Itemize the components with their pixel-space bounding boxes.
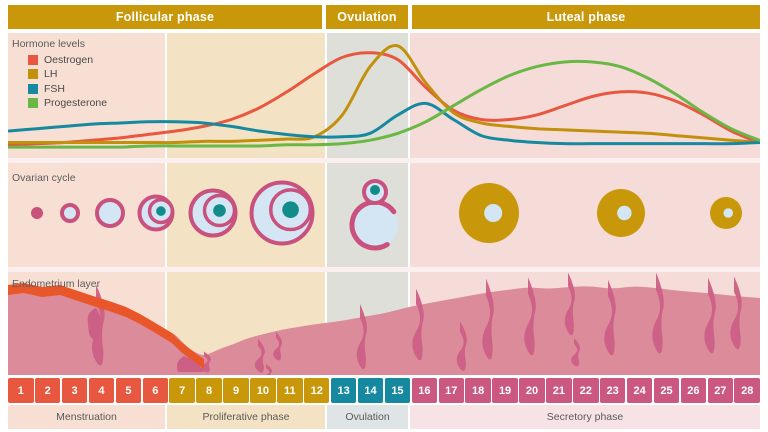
day-cell-23[interactable]: 23 <box>599 378 626 403</box>
bottom-phase-ovulation: Ovulation <box>327 405 408 429</box>
legend-item-oestrogen: Oestrogen <box>28 53 107 66</box>
day-cell-10[interactable]: 10 <box>250 378 276 403</box>
ovarian-cycle-diagram <box>31 179 742 251</box>
hormone-curve-fsh <box>8 101 760 146</box>
hormone-curves-chart <box>8 44 760 149</box>
day-cell-20[interactable]: 20 <box>519 378 545 403</box>
day-cell-17[interactable]: 17 <box>438 378 465 403</box>
hormone-legend: Oestrogen LH FSH Progesterone <box>28 53 107 111</box>
panel-separator-1 <box>8 158 760 163</box>
day-cell-14[interactable]: 14 <box>357 378 384 403</box>
follicle-primordial-follicle <box>31 207 43 219</box>
day-cell-16[interactable]: 16 <box>411 378 438 403</box>
endometrium-layer-label: Endometrium layer <box>12 278 101 290</box>
ovarian-cycle-panel <box>8 163 760 267</box>
follicle-ovulation-rupture <box>349 179 401 251</box>
endometrial-gland <box>604 279 616 356</box>
follicle-tertiary-follicle <box>137 194 175 232</box>
day-cell-15[interactable]: 15 <box>384 378 411 403</box>
legend-label-fsh: FSH <box>44 82 65 95</box>
endometrial-gland <box>564 272 575 336</box>
bottom-phase-proliferative-phase: Proliferative phase <box>167 405 325 429</box>
legend-swatch-progesterone <box>28 98 38 108</box>
day-cell-21[interactable]: 21 <box>546 378 572 403</box>
endometrial-gland <box>704 277 716 354</box>
endometrium-layer-panel <box>8 272 760 375</box>
day-cell-11[interactable]: 11 <box>277 378 303 403</box>
shed-fragment <box>87 308 102 340</box>
hormone-levels-panel <box>8 33 760 158</box>
endometrial-gland <box>266 364 273 375</box>
bottom-phase-secretory-phase: Secretory phase <box>410 405 760 429</box>
top-phase-ovulation: Ovulation <box>326 5 408 29</box>
endometrial-gland <box>524 277 536 356</box>
legend-label-progesterone: Progesterone <box>44 97 108 109</box>
day-cell-25[interactable]: 25 <box>653 378 680 403</box>
hormone-levels-label: Hormone levels <box>12 38 85 50</box>
follicle-graafian-follicle <box>188 188 238 238</box>
endometrial-gland <box>412 288 424 361</box>
day-cell-22[interactable]: 22 <box>573 378 599 403</box>
day-cell-13[interactable]: 13 <box>330 378 357 403</box>
legend-swatch-lh <box>28 69 38 79</box>
hormone-curve-oestrogen <box>8 51 760 147</box>
follicle-secondary-follicle <box>95 198 125 228</box>
day-cell-2[interactable]: 2 <box>34 378 61 403</box>
ovarian-cycle-label: Ovarian cycle <box>12 172 76 184</box>
day-cell-28[interactable]: 28 <box>734 378 760 403</box>
shed-fragment <box>176 356 204 372</box>
endometrial-gland <box>652 272 664 354</box>
day-cell-27[interactable]: 27 <box>707 378 734 403</box>
shedding-layer <box>8 283 204 369</box>
follicle-mature-follicle <box>249 180 315 246</box>
day-cell-9[interactable]: 9 <box>223 378 249 403</box>
legend-swatch-oestrogen <box>28 54 38 65</box>
panel-separator-2 <box>8 267 760 272</box>
endometrial-gland <box>482 278 494 360</box>
bottom-phase-menstruation: Menstruation <box>8 405 165 429</box>
follicle-corpus-albicans <box>710 197 742 229</box>
endometrium-tissue <box>8 286 760 375</box>
endometrial-gland <box>356 304 367 370</box>
cycle-day-strip[interactable]: 1 2 3 4 5 6 7 8 9 10 11 12 13 14 15 16 17 18 19 20 21 22 23 24 2… <box>8 378 760 403</box>
hormone-curve-lh <box>8 44 760 145</box>
endometrium-diagram <box>8 272 760 375</box>
endometrial-gland <box>571 337 581 367</box>
day-cell-8[interactable]: 8 <box>196 378 222 403</box>
day-cell-3[interactable]: 3 <box>61 378 88 403</box>
follicle-corpus-luteum-2 <box>597 189 645 237</box>
day-cell-1[interactable]: 1 <box>8 378 34 403</box>
legend-item-fsh: FSH <box>28 82 107 95</box>
legend-label-oestrogen: Oestrogen <box>44 53 94 66</box>
day-cell-5[interactable]: 5 <box>115 378 142 403</box>
legend-item-progesterone: Progesterone <box>28 97 107 110</box>
endometrial-gland <box>254 338 265 373</box>
legend-item-lh: LH <box>28 68 107 81</box>
day-cell-7[interactable]: 7 <box>169 378 195 403</box>
day-cell-19[interactable]: 19 <box>492 378 518 403</box>
top-phase-luteal-phase: Luteal phase <box>412 5 760 29</box>
day-cell-6[interactable]: 6 <box>142 378 169 403</box>
day-cell-18[interactable]: 18 <box>465 378 491 403</box>
day-cell-24[interactable]: 24 <box>626 378 653 403</box>
legend-label-lh: LH <box>44 68 58 80</box>
follicle-primary-follicle <box>60 203 80 223</box>
follicle-corpus-luteum-1 <box>459 183 519 243</box>
top-phase-follicular-phase: Follicular phase <box>8 5 322 29</box>
endometrial-gland <box>273 331 283 361</box>
hormone-curve-progesterone <box>8 59 760 149</box>
day-cell-12[interactable]: 12 <box>303 378 330 403</box>
day-cell-26[interactable]: 26 <box>680 378 707 403</box>
endometrial-gland <box>456 321 467 371</box>
legend-swatch-fsh <box>28 83 38 94</box>
endometrial-gland <box>730 276 742 350</box>
day-cell-4[interactable]: 4 <box>88 378 115 403</box>
